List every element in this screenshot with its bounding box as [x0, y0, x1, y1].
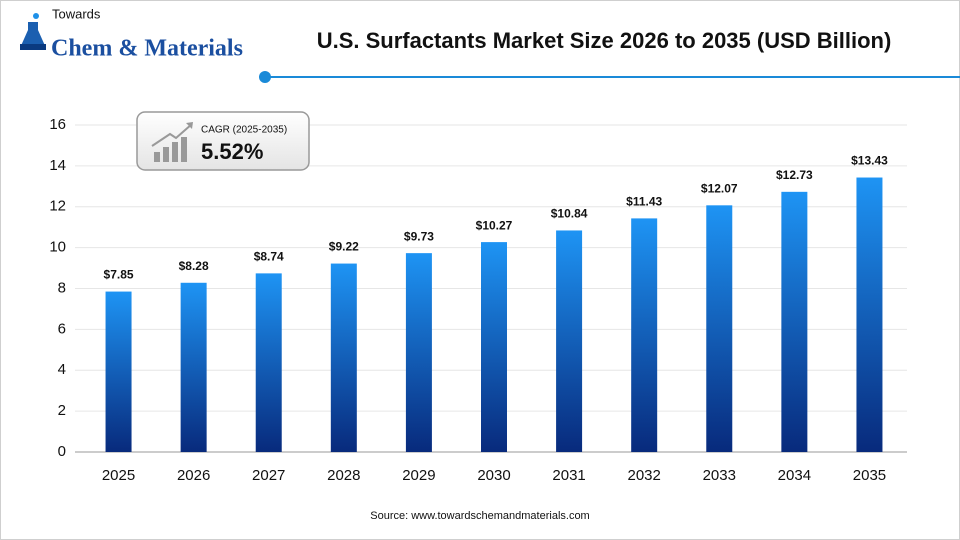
- y-tick-label: 10: [49, 239, 66, 256]
- value-label: $8.28: [179, 259, 209, 273]
- y-tick-label: 8: [58, 279, 66, 296]
- source: Source: www.towardschemandmaterials.com: [370, 510, 589, 522]
- logo-line1: Towards: [52, 6, 101, 21]
- x-tick-label: 2032: [627, 467, 660, 484]
- y-tick-label: 2: [58, 402, 66, 419]
- value-label: $12.07: [701, 181, 738, 195]
- x-tick-label: 2033: [703, 467, 736, 484]
- value-label: $13.43: [851, 154, 888, 168]
- value-label: $8.74: [254, 250, 284, 264]
- x-tick-label: 2028: [327, 467, 360, 484]
- bar: [180, 282, 207, 452]
- x-tick-label: 2030: [477, 467, 510, 484]
- y-tick-label: 12: [49, 198, 66, 215]
- value-label: $11.43: [626, 195, 662, 209]
- bar: [405, 253, 432, 452]
- logo-line2: Chem & Materials: [51, 36, 243, 62]
- bar: [631, 218, 658, 452]
- bar: [781, 191, 808, 452]
- x-tick-label: 2031: [552, 467, 585, 484]
- bar: [105, 291, 132, 452]
- x-tick-label: 2026: [177, 467, 210, 484]
- cagr-label: CAGR (2025-2035): [201, 125, 287, 136]
- logo-icon: [20, 13, 46, 50]
- x-tick-label: 2025: [102, 467, 135, 484]
- title-rule-dot: [259, 71, 271, 83]
- x-tick-label: 2034: [778, 467, 811, 484]
- value-label: $9.22: [329, 240, 359, 254]
- value-label: $7.85: [104, 268, 134, 282]
- y-tick-label: 6: [58, 320, 66, 337]
- bar: [706, 205, 733, 452]
- y-tick-label: 4: [58, 361, 66, 378]
- cagr-box: [136, 111, 310, 171]
- bar: [556, 230, 583, 452]
- cagr-value: 5.52%: [201, 139, 263, 164]
- chart-title: U.S. Surfactants Market Size 2026 to 203…: [317, 28, 892, 53]
- x-tick-label: 2027: [252, 467, 285, 484]
- x-tick-label: 2035: [853, 467, 886, 484]
- x-tick-label: 2029: [402, 467, 435, 484]
- y-tick-label: 0: [58, 443, 66, 460]
- value-label: $12.73: [776, 168, 813, 182]
- y-tick-label: 16: [49, 116, 66, 133]
- bar: [255, 273, 282, 452]
- bar: [330, 263, 357, 452]
- value-label: $9.73: [404, 229, 434, 243]
- bar: [481, 242, 507, 452]
- bar: [856, 177, 883, 453]
- y-tick-label: 14: [49, 157, 66, 174]
- value-label: $10.27: [476, 218, 513, 232]
- value-label: $10.84: [551, 207, 588, 221]
